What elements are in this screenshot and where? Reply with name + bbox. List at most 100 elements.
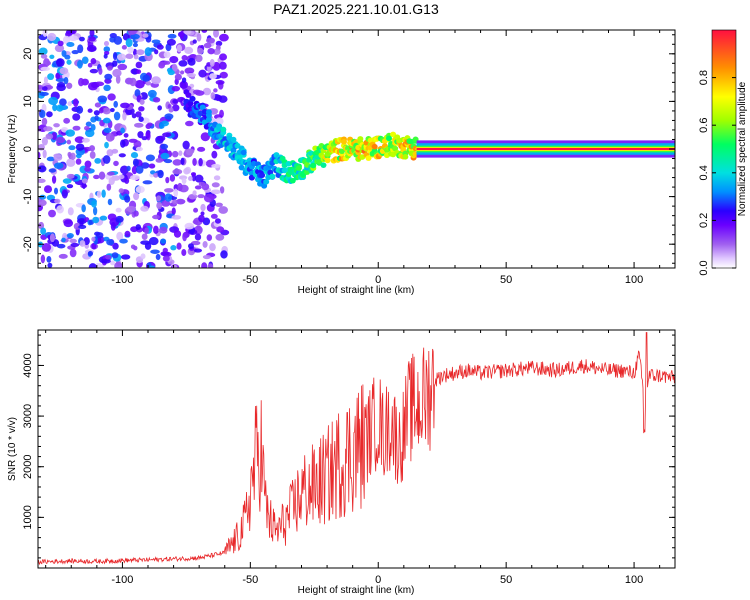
heatmap-blob bbox=[126, 165, 131, 172]
heatmap-blob bbox=[112, 60, 118, 67]
heatmap-blob bbox=[39, 91, 49, 96]
spectrogram-ytick-label: -20 bbox=[22, 236, 34, 252]
heatmap-blob bbox=[174, 73, 182, 81]
heatmap-blob bbox=[48, 168, 57, 173]
colorbar: 0.0 0.2 0.4 0.6 0.8 Normalized spectral ampl… bbox=[698, 29, 748, 276]
heatmap-blob bbox=[164, 113, 174, 120]
heatmap-blob bbox=[169, 174, 176, 182]
heatmap-blob bbox=[135, 146, 143, 152]
heatmap-blob bbox=[141, 233, 148, 240]
spectrogram-xlabel: Height of straight line (km) bbox=[298, 285, 415, 296]
heatmap-blob bbox=[74, 136, 85, 144]
heatmap-blob bbox=[49, 233, 56, 243]
heatmap-blob bbox=[158, 226, 168, 234]
heatmap-blob bbox=[128, 138, 138, 143]
heatmap-blob bbox=[161, 251, 172, 257]
heatmap-blob bbox=[54, 44, 65, 53]
heatmap-blob bbox=[151, 76, 161, 85]
heatmap-blob bbox=[184, 222, 195, 230]
heatmap-ridge-cell bbox=[187, 100, 194, 107]
heatmap-ridge-cell bbox=[392, 145, 399, 152]
heatmap-blob bbox=[180, 157, 185, 166]
heatmap-blob bbox=[206, 234, 213, 242]
heatmap-blob bbox=[127, 30, 138, 35]
heatmap-blob bbox=[142, 180, 153, 185]
heatmap-ridge-cell bbox=[310, 162, 317, 169]
snr-xtick-label: -50 bbox=[242, 574, 258, 586]
heatmap-blob bbox=[172, 159, 182, 166]
heatmap-blob bbox=[132, 42, 139, 48]
heatmap-blob bbox=[97, 95, 108, 103]
heatmap-blob bbox=[111, 148, 119, 154]
heatmap-blob bbox=[181, 177, 187, 185]
heatmap-blob bbox=[66, 184, 74, 189]
heatmap-blob bbox=[182, 232, 187, 242]
heatmap-blob bbox=[103, 127, 112, 133]
heatmap-blob bbox=[42, 149, 47, 159]
colorbar-tick-label: 0.2 bbox=[698, 213, 710, 228]
heatmap-blob bbox=[56, 205, 64, 214]
heatmap-blob bbox=[162, 255, 170, 262]
heatmap-blob bbox=[182, 140, 190, 150]
heatmap-blob bbox=[86, 44, 97, 53]
heatmap-blob bbox=[155, 195, 162, 202]
heatmap-blob bbox=[105, 254, 112, 260]
heatmap-blob bbox=[107, 198, 113, 206]
heatmap-blob bbox=[129, 77, 137, 87]
heatmap-blob bbox=[179, 80, 188, 89]
heatmap-blob bbox=[125, 53, 134, 59]
heatmap-blob bbox=[163, 159, 173, 164]
heatmap-blob bbox=[53, 162, 64, 169]
heatmap-blob bbox=[219, 53, 228, 61]
heatmap-blob bbox=[188, 243, 195, 250]
heatmap-blob bbox=[40, 227, 47, 235]
heatmap-blob bbox=[55, 136, 66, 144]
heatmap-blob bbox=[46, 156, 55, 162]
heatmap-blob bbox=[40, 254, 46, 264]
heatmap-blob bbox=[107, 213, 117, 221]
spectrogram-xtick-label: 100 bbox=[625, 274, 643, 286]
heatmap-blob bbox=[79, 240, 86, 247]
heatmap-blob bbox=[98, 171, 106, 180]
heatmap-blob bbox=[144, 47, 152, 57]
heatmap-blob bbox=[209, 73, 217, 80]
heatmap-blob bbox=[152, 97, 161, 103]
heatmap-blob bbox=[38, 47, 48, 56]
snr-ytick-label: 4000 bbox=[22, 353, 34, 377]
heatmap-blob bbox=[120, 254, 131, 260]
heatmap-blob bbox=[68, 145, 76, 151]
heatmap-blob bbox=[116, 231, 124, 241]
heatmap-blob bbox=[213, 175, 221, 181]
heatmap-blob bbox=[198, 214, 205, 223]
heatmap-blob bbox=[133, 192, 140, 201]
heatmap-ridge-cell bbox=[320, 162, 327, 168]
heatmap-blob bbox=[159, 123, 165, 129]
heatmap-blob bbox=[106, 65, 113, 71]
heatmap-blob bbox=[38, 221, 45, 230]
heatmap-blob bbox=[176, 242, 182, 250]
heatmap-blob bbox=[47, 32, 57, 42]
heatmap-blob bbox=[77, 59, 83, 69]
spectrogram-ylabel: Frequency (Hz) bbox=[7, 115, 18, 184]
heatmap-blob bbox=[53, 154, 63, 161]
heatmap-blob bbox=[192, 89, 201, 95]
heatmap-blob bbox=[194, 185, 202, 190]
heatmap-ridge-cell bbox=[371, 143, 378, 150]
heatmap-blob bbox=[200, 132, 210, 142]
heatmap-blob bbox=[202, 254, 212, 260]
heatmap-blob bbox=[194, 174, 204, 183]
heatmap-blob bbox=[92, 216, 100, 224]
heatmap-blob bbox=[43, 76, 48, 84]
heatmap-blob bbox=[135, 111, 142, 118]
heatmap-blob bbox=[63, 76, 69, 85]
snr-ylabel: SNR (10 * v/v) bbox=[7, 417, 18, 481]
heatmap-blob bbox=[87, 82, 98, 91]
heatmap-blob bbox=[106, 183, 112, 191]
heatmap-blob bbox=[67, 207, 74, 216]
heatmap-blob bbox=[215, 40, 223, 47]
heatmap-blob bbox=[160, 143, 169, 150]
heatmap-blob bbox=[88, 36, 96, 42]
heatmap-blob bbox=[210, 189, 221, 195]
heatmap-blob bbox=[103, 46, 111, 53]
snr-frame bbox=[37, 329, 676, 569]
